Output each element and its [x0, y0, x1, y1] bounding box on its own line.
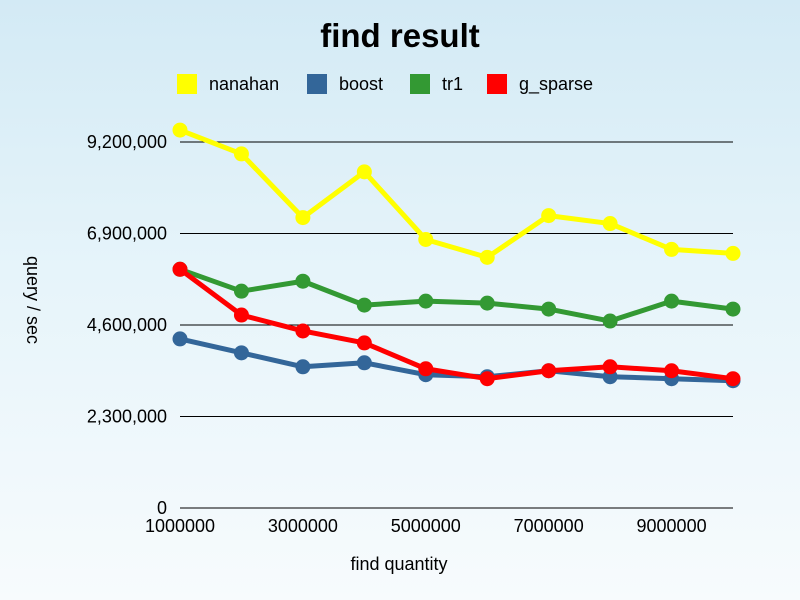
data-point-tr1 [418, 293, 434, 309]
data-point-boost [233, 345, 249, 361]
x-tick-label: 5000000 [391, 516, 461, 536]
y-tick-label: 2,300,000 [87, 407, 167, 427]
chart-title: find result [320, 17, 480, 54]
data-point-nanahan [418, 231, 434, 247]
data-point-tr1 [356, 297, 372, 313]
legend-label-tr1: tr1 [442, 74, 463, 94]
data-point-nanahan [233, 146, 249, 162]
legend-swatch-tr1 [410, 74, 430, 94]
x-tick-label: 3000000 [268, 516, 338, 536]
data-point-tr1 [725, 301, 741, 317]
data-point-tr1 [541, 301, 557, 317]
y-tick-label: 9,200,000 [87, 132, 167, 152]
data-point-g_sparse [295, 323, 311, 339]
legend-swatch-nanahan [177, 74, 197, 94]
y-tick-label: 0 [157, 498, 167, 518]
series-boost [172, 331, 741, 389]
data-point-g_sparse [356, 335, 372, 351]
legend-label-nanahan: nanahan [209, 74, 279, 94]
x-tick-label: 9000000 [637, 516, 707, 536]
data-point-nanahan [602, 216, 618, 232]
data-point-nanahan [356, 164, 372, 180]
data-point-nanahan [541, 208, 557, 224]
data-point-boost [356, 355, 372, 371]
data-point-tr1 [233, 283, 249, 299]
series-nanahan [172, 122, 741, 265]
data-point-nanahan [664, 241, 680, 257]
legend-label-g_sparse: g_sparse [519, 74, 593, 95]
data-point-nanahan [172, 122, 188, 138]
data-point-g_sparse [479, 371, 495, 387]
x-tick-label: 7000000 [514, 516, 584, 536]
y-axis-ticks: 0 2,300,000 4,600,000 6,900,000 9,200,000 [87, 132, 167, 518]
x-axis-ticks: 1000000 3000000 5000000 7000000 9000000 [145, 516, 707, 536]
data-point-g_sparse [172, 261, 188, 277]
data-point-tr1 [479, 295, 495, 311]
legend: nanahan boost tr1 g_sparse [177, 74, 593, 95]
series-g_sparse [172, 261, 741, 387]
data-point-g_sparse [541, 363, 557, 379]
gridlines [180, 141, 733, 509]
x-tick-label: 1000000 [145, 516, 215, 536]
data-point-g_sparse [602, 359, 618, 375]
data-point-tr1 [602, 313, 618, 329]
data-point-g_sparse [725, 371, 741, 387]
series-group [172, 122, 741, 389]
y-tick-label: 6,900,000 [87, 224, 167, 244]
series-line-g_sparse [178, 267, 734, 382]
legend-swatch-boost [307, 74, 327, 94]
data-point-tr1 [295, 273, 311, 289]
data-point-tr1 [664, 293, 680, 309]
y-tick-label: 4,600,000 [87, 315, 167, 335]
legend-swatch-g_sparse [487, 74, 507, 94]
x-axis-label: find quantity [350, 554, 447, 574]
data-point-boost [172, 331, 188, 347]
data-point-nanahan [295, 210, 311, 226]
data-point-nanahan [725, 245, 741, 261]
data-point-boost [295, 359, 311, 375]
legend-label-boost: boost [339, 74, 383, 94]
series-line-tr1 [179, 266, 734, 324]
y-axis-label: query / sec [23, 256, 43, 344]
data-point-g_sparse [664, 363, 680, 379]
series-line-nanahan [179, 127, 734, 260]
data-point-g_sparse [418, 361, 434, 377]
data-point-g_sparse [233, 307, 249, 323]
data-point-nanahan [479, 249, 495, 265]
